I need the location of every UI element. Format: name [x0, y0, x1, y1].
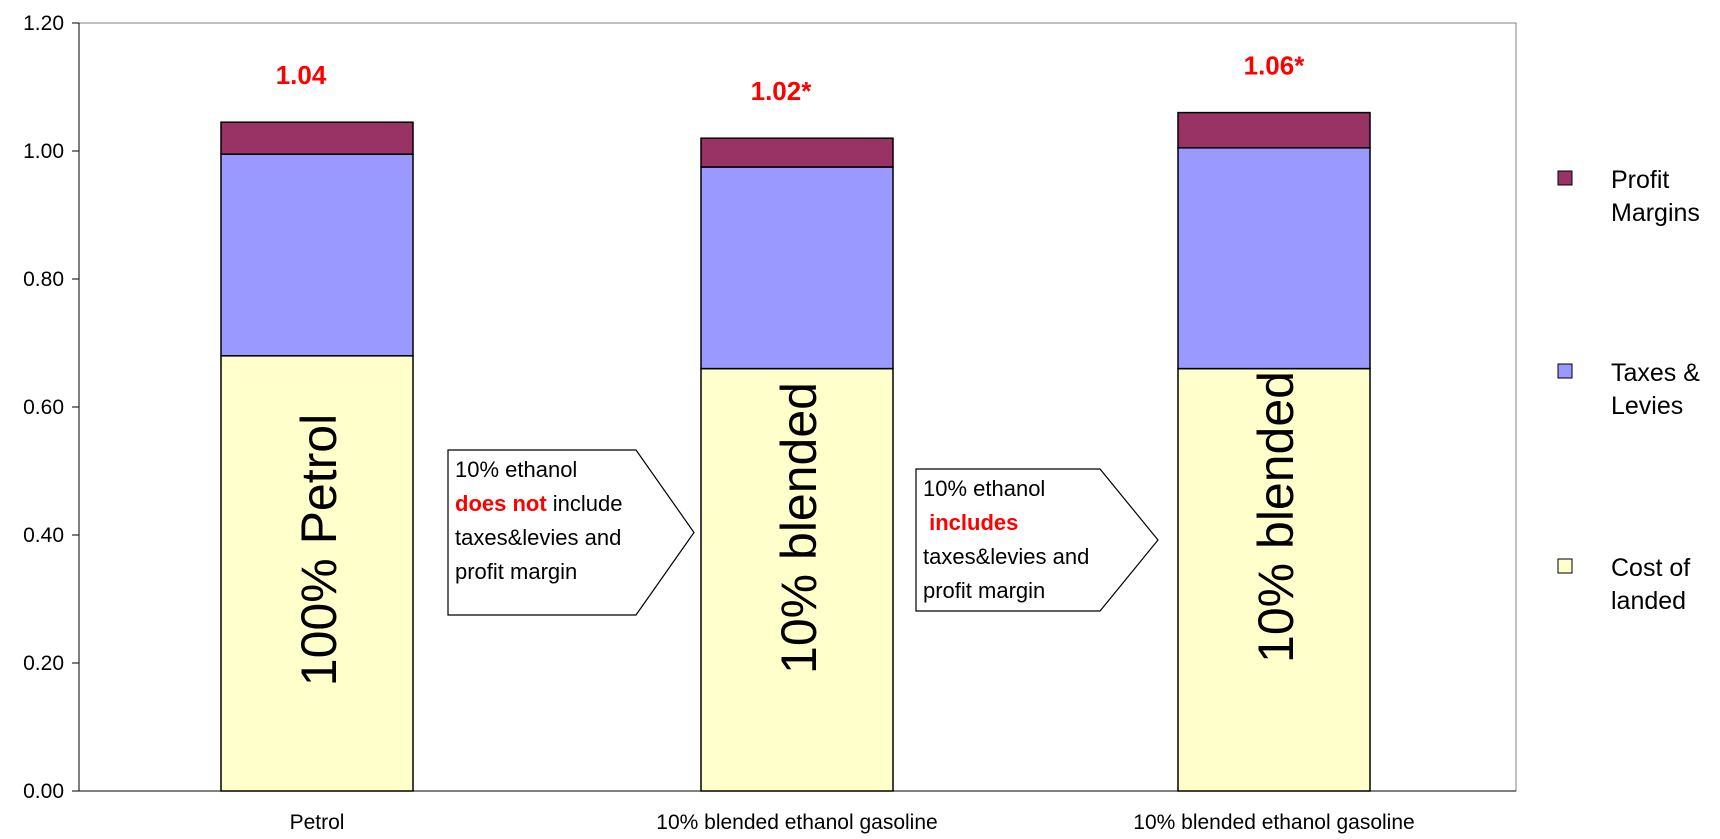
- legend-swatch: [1557, 363, 1573, 379]
- y-tick-label: 1.00: [23, 140, 64, 163]
- callout-line: 10% ethanol: [455, 457, 577, 482]
- callout-text-segment: taxes&levies and: [923, 544, 1089, 569]
- y-tick-label: 0.20: [23, 652, 64, 675]
- y-tick-label: 0.80: [23, 268, 64, 291]
- bar-segment: [700, 367, 894, 792]
- legend-label: Levies: [1611, 392, 1683, 420]
- total-value-label: 1.04: [276, 60, 327, 90]
- callout-line: profit margin: [455, 559, 577, 584]
- callout-text-segment: profit margin: [923, 578, 1045, 603]
- x-category-label: 10% blended ethanol gasoline: [1133, 811, 1414, 834]
- x-category-label: Petrol: [290, 811, 345, 834]
- bar-inner-text: 10% blended: [1248, 371, 1304, 663]
- callout-text-segment: taxes&levies and: [455, 525, 621, 550]
- callout-line: taxes&levies and: [455, 525, 621, 550]
- legend-swatch: [1557, 558, 1573, 574]
- callout-text-segment: 10% ethanol: [455, 457, 577, 482]
- y-tick-label: 1.20: [23, 12, 64, 35]
- bar-segment: [220, 121, 414, 155]
- legend-label: Cost of: [1611, 554, 1690, 582]
- callout-text-segment: profit margin: [455, 559, 577, 584]
- bar-segment: [220, 153, 414, 357]
- y-tick-label: 0.00: [23, 780, 64, 803]
- legend-label: Profit: [1611, 166, 1669, 194]
- legend-label: landed: [1611, 587, 1686, 615]
- callout-text-segment: 10% ethanol: [923, 476, 1045, 501]
- bar-inner-text: 100% Petrol: [291, 414, 347, 686]
- callout-line: profit margin: [923, 578, 1045, 603]
- legend-swatch: [1557, 170, 1573, 186]
- bar-segment: [700, 137, 894, 168]
- bar-segment: [1177, 111, 1371, 149]
- bar-segment: [700, 166, 894, 370]
- callout-line: taxes&levies and: [923, 544, 1089, 569]
- callout-line: 10% ethanol: [923, 476, 1045, 501]
- bar-inner-text: 10% blended: [771, 382, 827, 674]
- legend-label: Taxes &: [1611, 359, 1700, 387]
- y-tick-label: 0.60: [23, 396, 64, 419]
- callout-emphasis: does not: [455, 491, 547, 516]
- callout-emphasis: includes: [923, 510, 1018, 535]
- total-value-label: 1.02*: [751, 76, 813, 106]
- callout-arrow-box: [447, 449, 695, 616]
- callout-text-segment: include: [547, 491, 623, 516]
- bar-segment: [1177, 147, 1371, 370]
- callout-line: does not include: [455, 491, 623, 516]
- total-value-label: 1.06*: [1244, 51, 1306, 81]
- callout-arrow-box: [915, 468, 1159, 612]
- bar-segment: [220, 355, 414, 792]
- x-category-label: 10% blended ethanol gasoline: [656, 811, 937, 834]
- y-tick-label: 0.40: [23, 524, 64, 547]
- callout-line: includes: [923, 510, 1018, 535]
- legend-label: Margins: [1611, 199, 1700, 227]
